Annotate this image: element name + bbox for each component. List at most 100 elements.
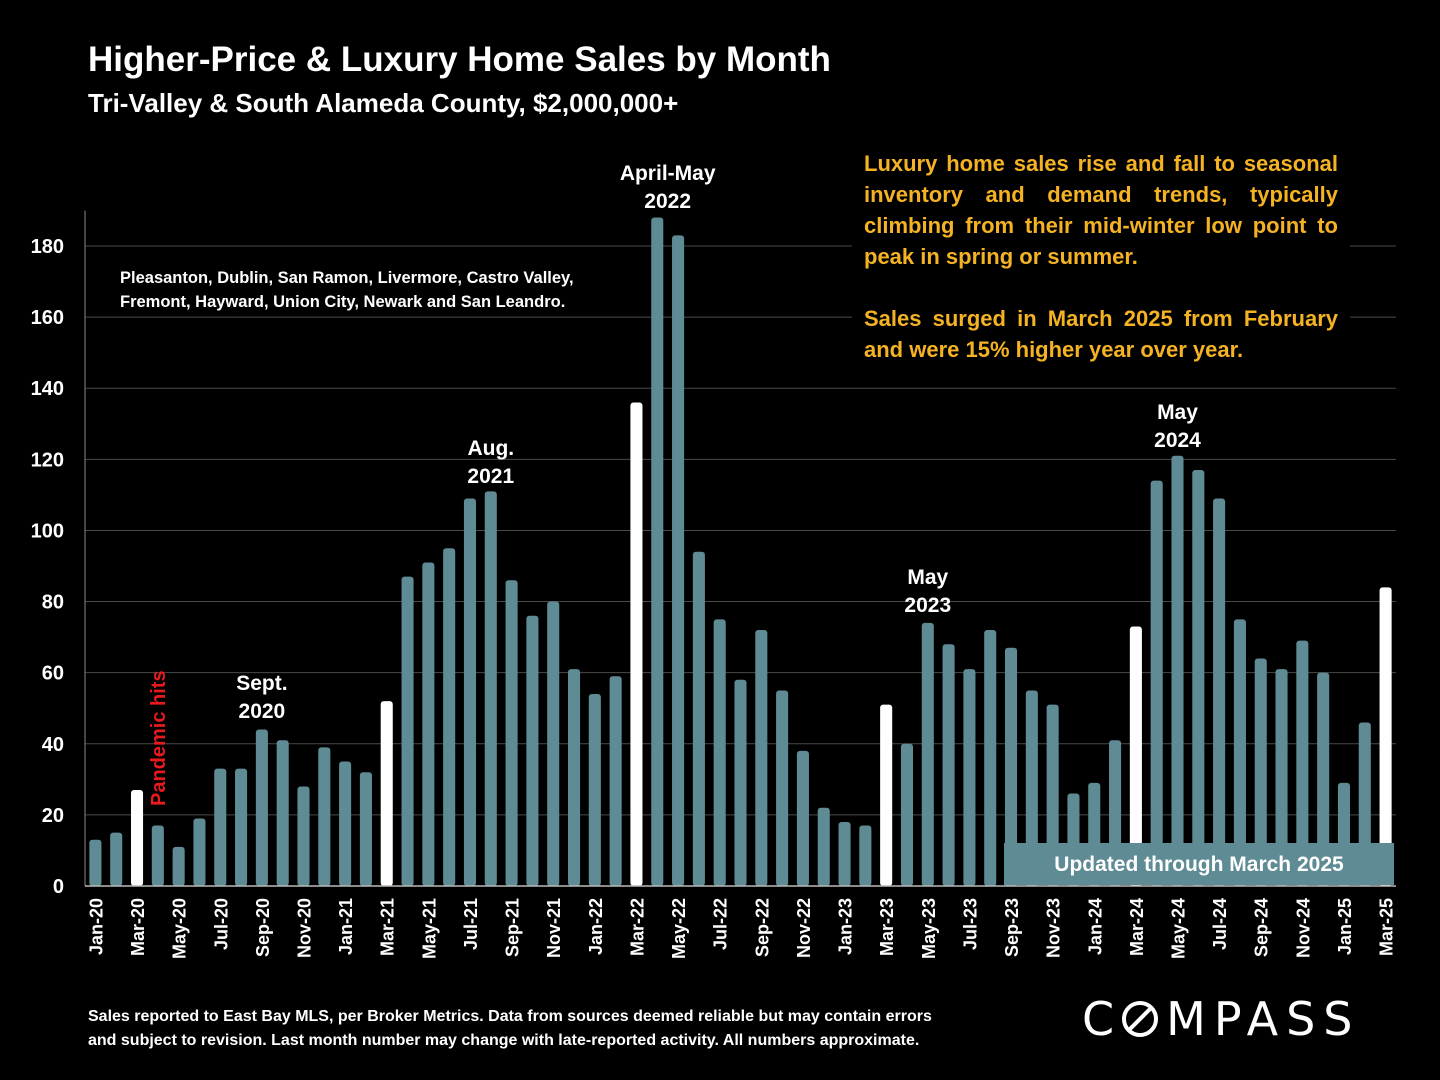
x-tick-label: Jan-24 xyxy=(1085,898,1105,955)
peak-label-line2: 2021 xyxy=(467,465,514,488)
bar-May-20 xyxy=(172,846,185,886)
y-tick-label: 0 xyxy=(53,876,64,898)
peak-label-line2: 2024 xyxy=(1154,429,1201,452)
x-tick-label: Jan-23 xyxy=(836,898,856,955)
commentary-paragraph-1: Luxury home sales rise and fall to seaso… xyxy=(864,151,1338,269)
bar-Apr-24 xyxy=(1150,480,1163,886)
footnote-line-1: Sales reported to East Bay MLS, per Brok… xyxy=(88,1008,932,1025)
y-tick-label: 20 xyxy=(42,805,64,827)
bar-Mar-24 xyxy=(1129,626,1142,886)
y-tick-label: 60 xyxy=(42,663,64,685)
bar-Nov-23 xyxy=(1046,704,1059,886)
x-tick-label: Jul-21 xyxy=(461,898,481,950)
footnote-line-2: and subject to revision. Last month numb… xyxy=(88,1032,920,1049)
bar-Oct-22 xyxy=(776,690,789,886)
x-tick-label: May-24 xyxy=(1169,898,1189,959)
x-tick-label: Sep-24 xyxy=(1252,898,1272,957)
bar-Sep-20 xyxy=(255,729,268,886)
bar-chart: 0 20 40 60 80 100 120 140 160 180 Jan-20 Mar-20 May-… xyxy=(31,162,1397,959)
bar-Aug-20 xyxy=(235,768,248,886)
bar-Dec-22 xyxy=(817,807,830,886)
x-tick-label: Jan-21 xyxy=(336,898,356,955)
bar-Jul-21 xyxy=(463,498,477,886)
bar-Apr-22 xyxy=(651,217,664,887)
x-tick-label: Sep-23 xyxy=(1002,898,1022,957)
bar-Feb-23 xyxy=(859,825,872,886)
bar-May-22 xyxy=(672,235,685,887)
bar-Mar-22 xyxy=(630,402,643,886)
y-tick-label: 40 xyxy=(42,734,64,756)
compass-logo-o-icon xyxy=(1122,1001,1159,1037)
x-tick-label: Nov-22 xyxy=(794,898,814,958)
updated-badge: Updated through March 2025 xyxy=(1004,843,1394,885)
y-tick-label: 100 xyxy=(31,520,64,542)
x-tick-label: Mar-21 xyxy=(378,898,398,956)
x-tick-label: Nov-23 xyxy=(1044,898,1064,958)
x-tick-label: Jul-20 xyxy=(211,898,231,950)
peak-label-line2: 2020 xyxy=(239,700,286,723)
bar-Aug-22 xyxy=(734,679,747,886)
bar-Jun-21 xyxy=(443,548,456,886)
bar-Jul-23 xyxy=(963,669,976,886)
bar-Oct-20 xyxy=(276,740,289,886)
cities-note: Pleasanton, Dublin, San Ramon, Livermore… xyxy=(120,266,574,314)
chart-title: Higher-Price & Luxury Home Sales by Mont… xyxy=(88,40,831,79)
x-tick-label: Nov-20 xyxy=(295,898,315,958)
bar-Jun-20 xyxy=(193,818,206,886)
bar-Jul-24 xyxy=(1213,498,1226,886)
bar-Apr-21 xyxy=(401,576,414,886)
bar-Feb-22 xyxy=(609,676,622,886)
bar-Dec-20 xyxy=(318,747,331,886)
peak-label-line2: 2022 xyxy=(644,190,691,213)
peak-label-line2: 2023 xyxy=(904,594,951,617)
bar-Mar-23 xyxy=(880,704,893,886)
x-tick-label: Jul-22 xyxy=(711,898,731,950)
x-tick-label: Sep-22 xyxy=(752,898,772,957)
bar-May-23 xyxy=(921,622,934,886)
bar-May-24 xyxy=(1171,455,1184,886)
bar-Jul-22 xyxy=(713,619,726,886)
x-tick-label: Jan-20 xyxy=(86,898,106,955)
x-tick-label: Mar-22 xyxy=(627,898,647,956)
x-tick-label: Jul-23 xyxy=(960,898,980,950)
x-tick-label: Jan-25 xyxy=(1335,898,1355,955)
bar-Nov-22 xyxy=(796,750,809,886)
peak-label-line1: May xyxy=(907,566,948,589)
peak-label-line1: May xyxy=(1157,401,1198,424)
bar-Jun-24 xyxy=(1192,470,1205,886)
x-tick-label: Jul-24 xyxy=(1210,898,1230,950)
peak-label-line1: April-May xyxy=(620,162,716,185)
bar-Dec-24 xyxy=(1317,672,1330,886)
bar-Jan-22 xyxy=(588,694,601,886)
x-tick-label: May-23 xyxy=(919,898,939,959)
bar-May-21 xyxy=(422,562,435,886)
bar-Jun-23 xyxy=(942,644,955,886)
pandemic-label: Pandemic hits xyxy=(148,670,170,806)
bar-Jun-22 xyxy=(692,551,705,886)
x-tick-label: Nov-21 xyxy=(544,898,564,958)
x-tick-label: Jan-22 xyxy=(586,898,606,955)
x-tick-label: Mar-25 xyxy=(1377,898,1397,956)
bar-Sep-23 xyxy=(1004,647,1018,886)
commentary-paragraph-2: Sales surged in March 2025 from February… xyxy=(864,306,1338,362)
bar-Jan-20 xyxy=(89,839,102,886)
commentary-box: Luxury home sales rise and fall to seaso… xyxy=(852,146,1350,375)
bar-Aug-24 xyxy=(1233,619,1246,886)
bar-Jul-20 xyxy=(214,768,227,886)
x-tick-label: Mar-24 xyxy=(1127,898,1147,956)
bar-Sep-24 xyxy=(1254,658,1267,886)
bar-Dec-21 xyxy=(567,669,581,886)
peak-label-line1: Aug. xyxy=(467,437,514,460)
bar-Jan-23 xyxy=(838,822,851,886)
bar-Apr-23 xyxy=(900,743,914,886)
x-tick-label: Nov-24 xyxy=(1293,898,1313,958)
bar-Nov-20 xyxy=(297,786,310,886)
footnote: Sales reported to East Bay MLS, per Brok… xyxy=(88,1005,932,1053)
x-tick-label: Mar-23 xyxy=(877,898,897,956)
x-tick-label: May-20 xyxy=(170,898,190,959)
bar-Jan-21 xyxy=(339,761,352,886)
y-tick-label: 180 xyxy=(31,236,64,258)
bar-Oct-24 xyxy=(1275,669,1288,886)
x-tick-label: May-22 xyxy=(669,898,689,959)
y-tick-label: 160 xyxy=(31,307,64,329)
